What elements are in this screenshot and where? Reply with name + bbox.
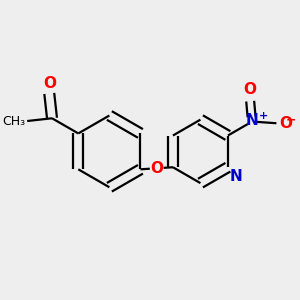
Text: N: N: [245, 113, 258, 128]
Text: O: O: [244, 82, 257, 97]
Text: O: O: [43, 76, 56, 91]
Text: O: O: [279, 116, 292, 131]
Text: O: O: [150, 161, 163, 176]
Text: −: −: [286, 114, 297, 127]
Text: N: N: [230, 169, 243, 184]
Text: +: +: [259, 111, 268, 121]
Text: CH₃: CH₃: [3, 115, 26, 128]
